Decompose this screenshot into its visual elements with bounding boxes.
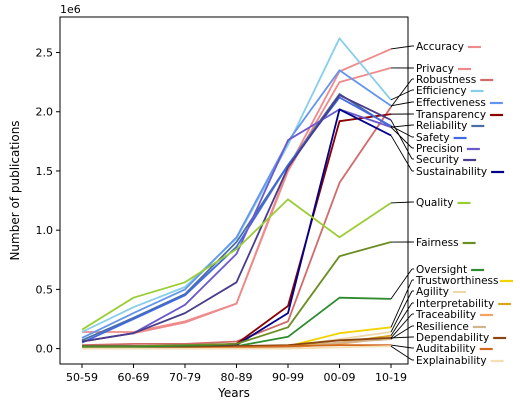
series-lines [82,38,391,348]
legend-connector [391,346,412,360]
legend-connector [391,269,412,299]
series-line-sustainability [82,109,391,346]
y-tick-label: 0.0 [36,343,54,356]
legend-connector [391,126,412,137]
series-line-efficiency [82,38,391,332]
x-tick-label: 70-79 [169,371,201,384]
legend: AccuracyPrivacyRobustnessEfficiencyEffec… [391,41,513,367]
x-tick-label: 60-69 [118,371,150,384]
y-offset-text: 1e6 [60,3,81,16]
x-tick-label: 00-09 [324,371,356,384]
legend-label-security: Security [416,154,459,166]
series-line-fairness [82,242,391,346]
y-tick-label: 2.0 [36,106,54,119]
legend-label-accuracy: Accuracy [416,41,464,53]
series-line-precision [82,109,391,341]
y-tick-label: 2.5 [36,47,54,60]
legend-label-agility: Agility [416,286,449,298]
legend-connector [391,46,412,49]
axes: 0.0 0.5 1.0 1.5 2.0 2.5 50-59 60-69 70-79 80-89 90… [36,17,409,384]
legend-label-quality: Quality [416,197,454,209]
legend-label-effectiveness: Effectiveness [416,97,486,109]
legend-connector [391,345,412,348]
legend-connector [391,280,412,327]
legend-connector [391,127,412,148]
x-axis-label: Years [217,386,250,400]
legend-label-auditability: Auditability [416,343,476,355]
legend-connector [391,90,412,100]
y-tick-label: 0.5 [36,283,54,296]
x-tick-label: 90-99 [272,371,304,384]
x-tick-label: 10-19 [375,371,407,384]
legend-label-explainability: Explainability [416,355,487,367]
y-tick-label: 1.5 [36,165,54,178]
x-tick-label: 50-59 [66,371,98,384]
legend-label-sustainability: Sustainability [416,166,487,178]
legend-label-fairness: Fairness [416,237,459,249]
series-line-transparency [82,114,391,346]
x-tick-label: 80-89 [221,371,253,384]
series-line-accuracy [82,49,391,332]
y-axis-label: Number of publications [8,120,22,260]
legend-label-traceability: Traceability [415,309,476,321]
y-tick-label: 1.0 [36,224,54,237]
series-line-safety [82,98,391,343]
legend-label-efficiency: Efficiency [416,85,467,97]
legend-connector [391,202,412,203]
legend-label-reliability: Reliability [416,120,467,132]
